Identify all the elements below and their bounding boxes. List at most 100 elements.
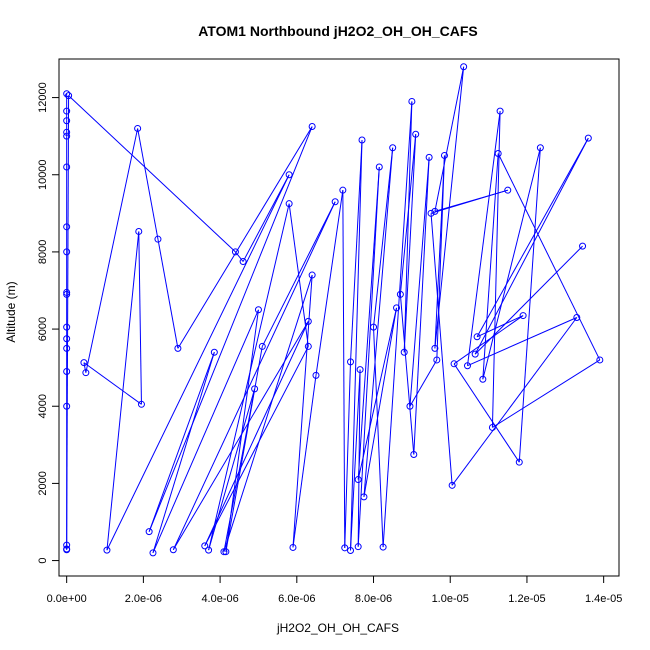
series-segment [315,190,344,376]
data-point [406,402,414,410]
series-segment [373,147,394,328]
data-point [396,290,404,298]
data-point [63,368,71,376]
series-segment [350,139,363,362]
data-point [220,548,228,556]
series-segment [83,362,87,373]
series-segment [497,153,601,361]
series-segment [350,140,363,551]
data-point [339,186,347,194]
series-segment [518,147,541,463]
data-point [205,546,213,554]
series-segment [242,174,290,262]
series-segment [204,321,309,547]
y-tick-label: 4000 [37,394,49,418]
data-point [412,130,420,138]
x-tick-label: 1.4e-05 [585,593,622,605]
data-point [63,344,71,352]
series-segment [476,137,589,338]
x-tick-label: 1.2e-05 [508,593,545,605]
series-segment [434,155,445,349]
series-segment [363,307,398,497]
series-points [63,63,604,557]
data-point [496,107,504,115]
data-point [63,128,71,136]
y-axis-label: Altitude (m) [4,281,18,342]
data-point [154,235,162,243]
series-segment [409,359,438,407]
data-point [584,134,592,142]
y-tick-label: 8000 [37,240,49,264]
data-point [354,476,362,484]
data-point [63,90,71,98]
data-point [63,323,71,331]
data-point [65,92,73,100]
data-point [312,371,320,379]
data-point [63,132,71,140]
series-segment [204,346,309,547]
series-segment [137,128,159,240]
series-segment [152,352,215,553]
data-point [536,144,544,152]
data-point [285,200,293,208]
series-segment [342,190,346,548]
data-point [137,400,145,408]
data-point [222,548,230,556]
series-segment [157,239,179,349]
data-point [254,306,262,314]
data-point [103,546,111,554]
data-point [63,335,71,343]
series-segment [399,134,417,295]
series-segment [172,201,336,550]
series-segment [413,157,430,455]
series-segment [453,315,524,365]
data-point [358,136,366,144]
series-lines [66,66,601,554]
data-point [149,549,157,557]
data-point [308,271,316,279]
data-point [400,348,408,356]
series-segment [68,95,236,253]
data-point [370,323,378,331]
data-point [354,543,362,551]
series-segment [476,315,524,338]
series-segment [106,174,290,551]
series-segment [223,274,313,552]
data-point [431,207,439,215]
series-segment [467,317,578,367]
data-point [347,547,355,555]
data-point [304,342,312,350]
series-segment [235,251,244,262]
series-segment [399,294,415,455]
data-point [460,63,468,71]
data-point [169,546,177,554]
data-point [433,356,441,364]
data-point [389,144,397,152]
series-segment [223,388,256,552]
data-point [239,258,247,266]
data-point [393,304,401,312]
data-point [471,350,479,358]
series-segment [474,245,583,355]
data-point [579,242,587,250]
data-point [63,541,71,549]
data-point [63,107,71,115]
series-segment [357,167,380,547]
data-point [63,546,71,554]
data-point [135,227,143,235]
data-point [63,290,71,298]
data-point [341,544,349,552]
data-point [515,458,523,466]
x-tick-label: 6.0e-06 [278,593,315,605]
series-segment [138,231,142,405]
y-tick-label: 2000 [37,471,49,495]
series-segment [409,157,430,407]
data-point [463,362,471,370]
x-tick-label: 8.0e-06 [355,593,392,605]
series-segment [66,95,70,550]
data-point [504,186,512,194]
series-segment [225,346,263,552]
data-point [251,385,259,393]
series-segment [148,126,313,532]
